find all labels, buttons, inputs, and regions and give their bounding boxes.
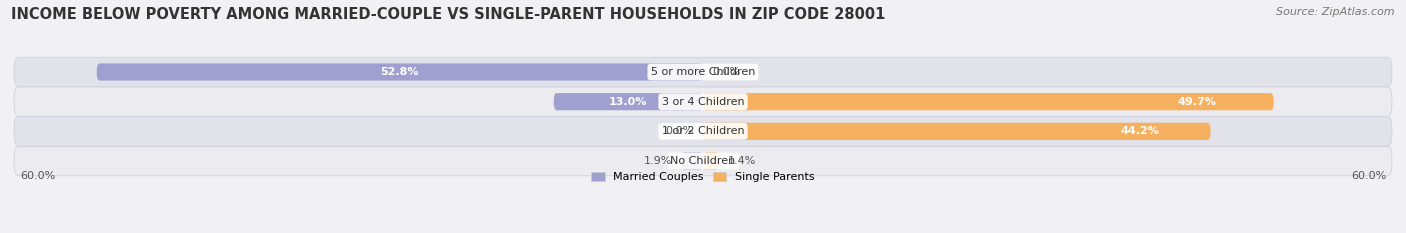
Text: 44.2%: 44.2% (1121, 126, 1160, 136)
Text: No Children: No Children (671, 156, 735, 166)
FancyBboxPatch shape (703, 123, 1211, 140)
FancyBboxPatch shape (14, 57, 1392, 87)
FancyBboxPatch shape (14, 116, 1392, 146)
FancyBboxPatch shape (14, 146, 1392, 176)
Text: 1.4%: 1.4% (728, 156, 756, 166)
Text: 52.8%: 52.8% (381, 67, 419, 77)
Text: INCOME BELOW POVERTY AMONG MARRIED-COUPLE VS SINGLE-PARENT HOUSEHOLDS IN ZIP COD: INCOME BELOW POVERTY AMONG MARRIED-COUPL… (11, 7, 886, 22)
FancyBboxPatch shape (554, 93, 703, 110)
Text: Source: ZipAtlas.com: Source: ZipAtlas.com (1277, 7, 1395, 17)
Text: 60.0%: 60.0% (20, 171, 55, 181)
FancyBboxPatch shape (703, 93, 1274, 110)
Text: 0.0%: 0.0% (665, 126, 693, 136)
FancyBboxPatch shape (97, 63, 703, 81)
Text: 1.9%: 1.9% (644, 156, 672, 166)
Text: 5 or more Children: 5 or more Children (651, 67, 755, 77)
Text: 0.0%: 0.0% (713, 67, 741, 77)
Text: 13.0%: 13.0% (609, 97, 648, 107)
FancyBboxPatch shape (14, 87, 1392, 116)
Text: 49.7%: 49.7% (1178, 97, 1216, 107)
Text: 3 or 4 Children: 3 or 4 Children (662, 97, 744, 107)
Legend: Married Couples, Single Parents: Married Couples, Single Parents (586, 167, 820, 187)
Text: 1 or 2 Children: 1 or 2 Children (662, 126, 744, 136)
FancyBboxPatch shape (703, 152, 718, 170)
Text: 60.0%: 60.0% (1351, 171, 1386, 181)
FancyBboxPatch shape (681, 152, 703, 170)
